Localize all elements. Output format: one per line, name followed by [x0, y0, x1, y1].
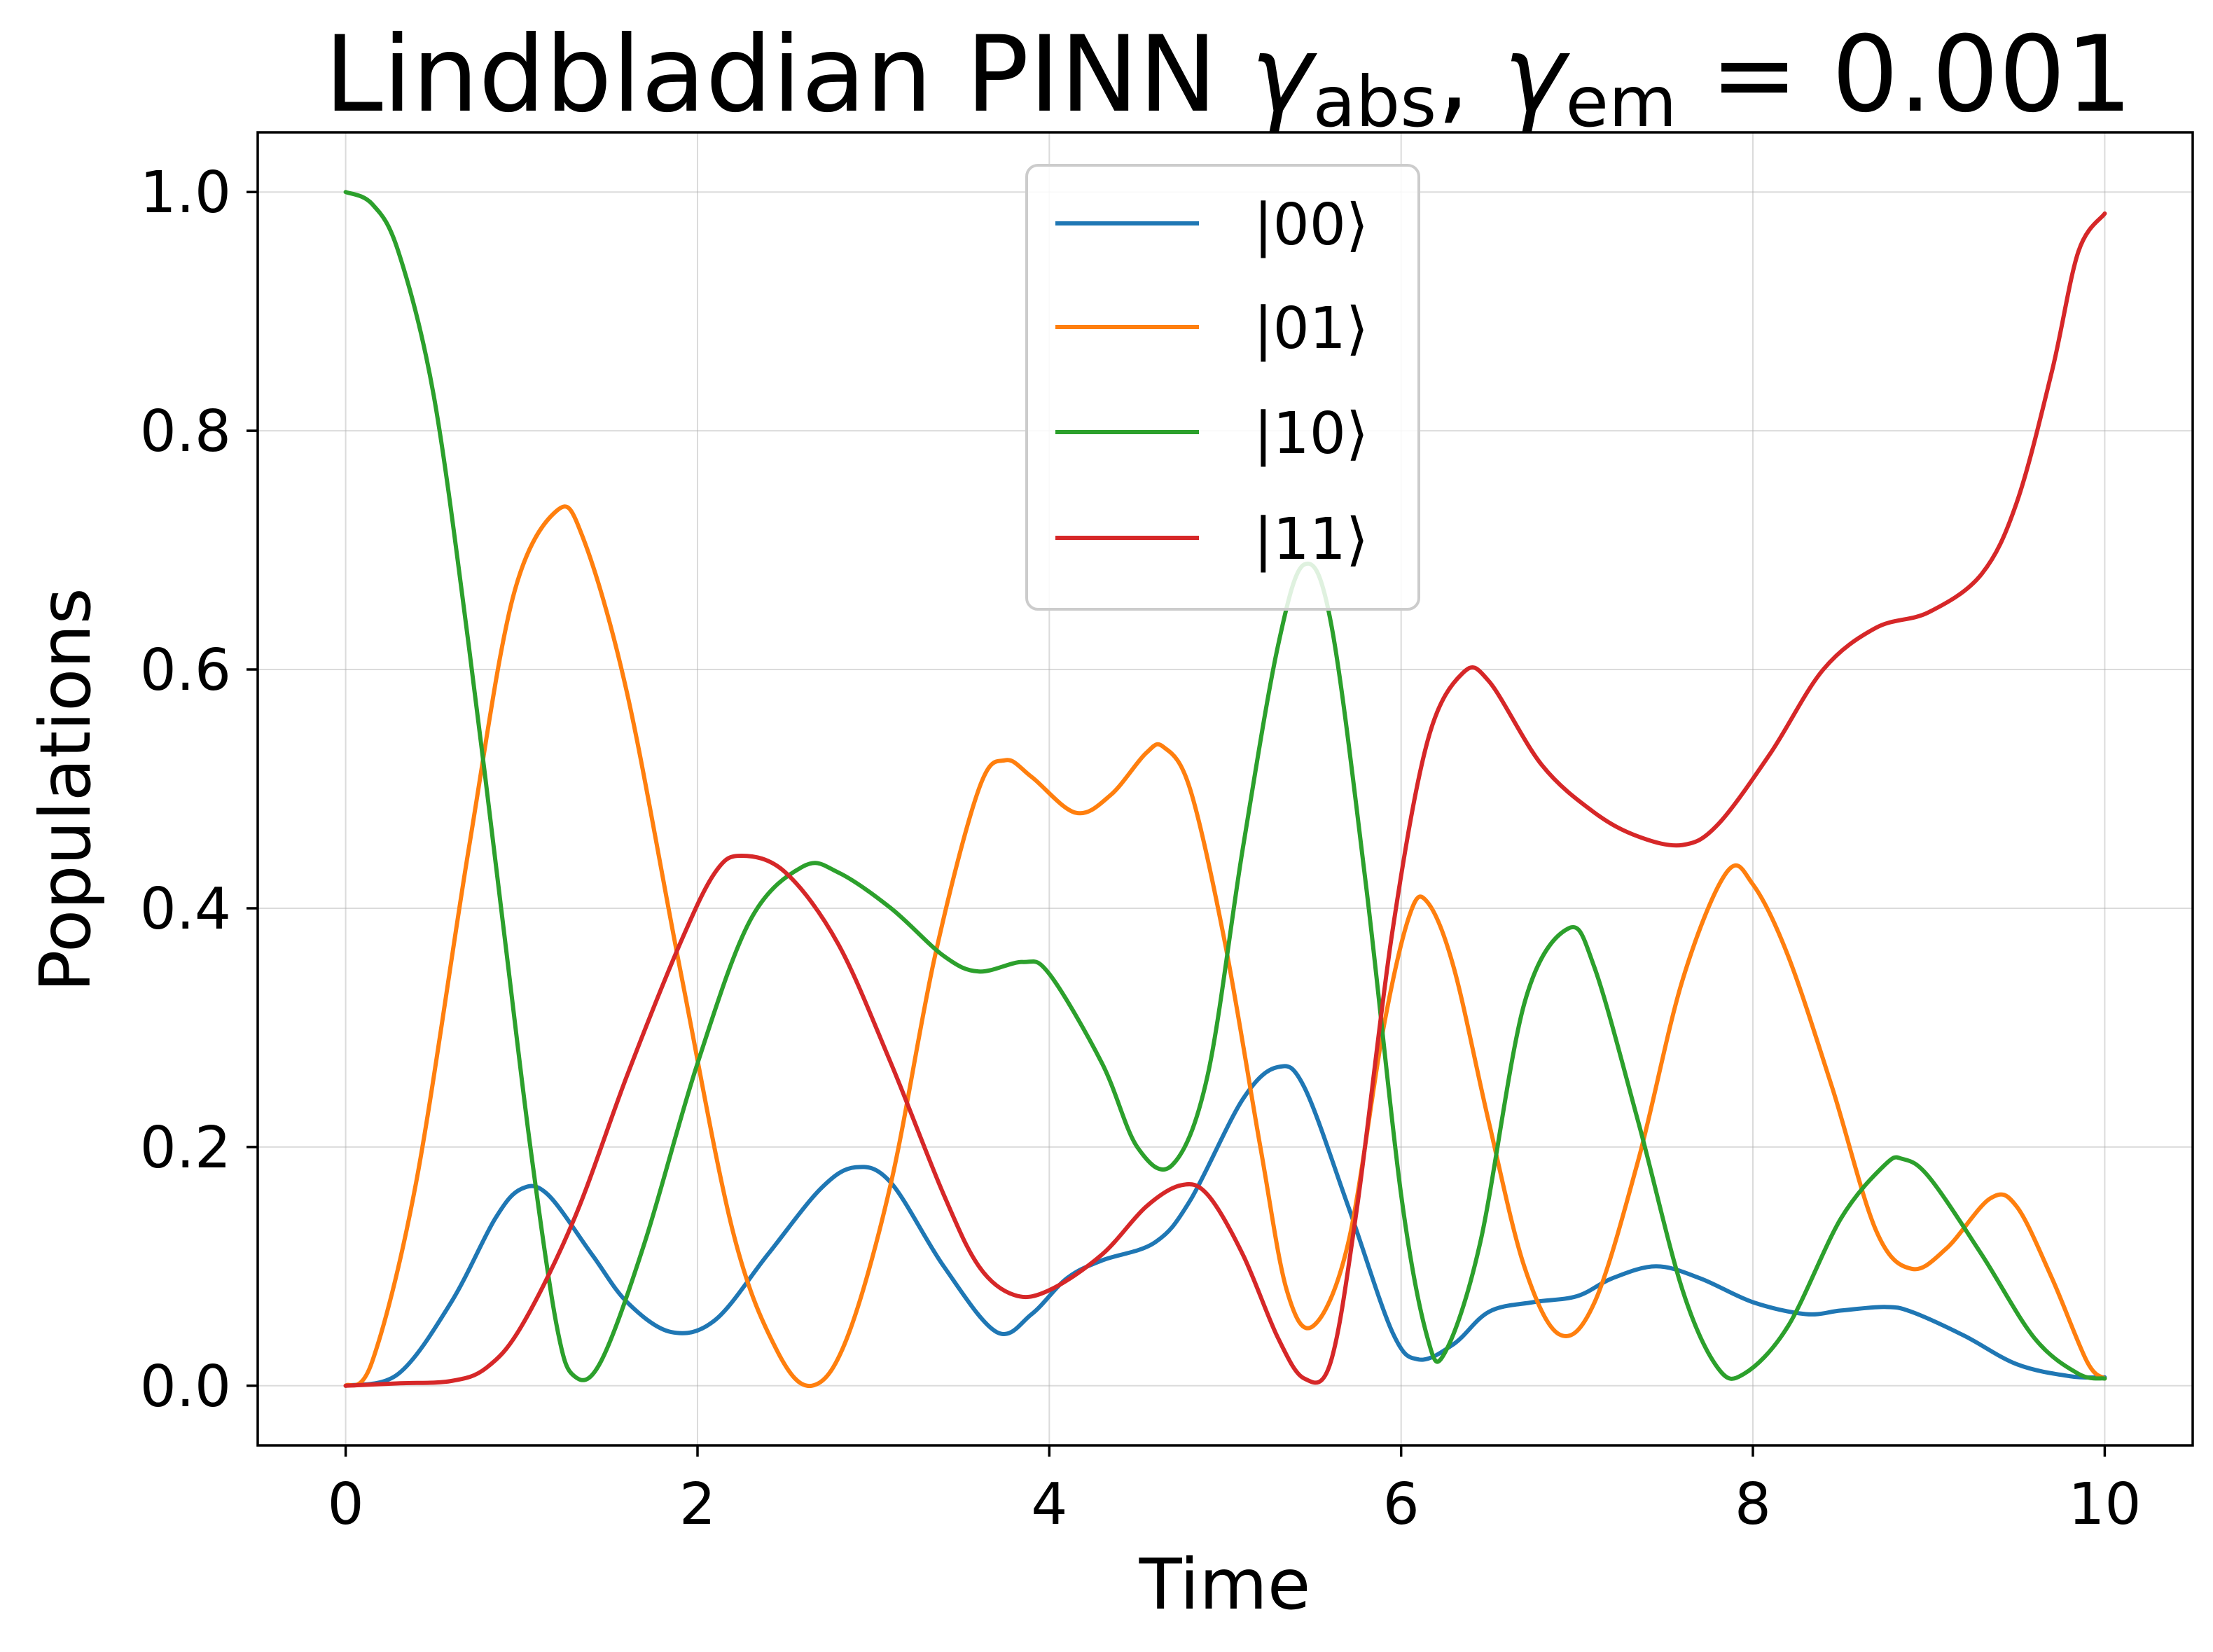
y-tick-label: 0.2 — [140, 1115, 231, 1181]
axis-ticks: 0 2 4 6 8 10 0.0 0.2 0.4 0.6 0.8 1.0 — [140, 160, 2142, 1538]
x-tick-label: 4 — [1031, 1471, 1067, 1538]
series-line-00 — [343, 1064, 2107, 1388]
y-tick-label: 0.0 — [140, 1354, 231, 1420]
legend-label-11: |11⟩ — [1254, 506, 1368, 573]
y-axis-title: Populations — [25, 588, 106, 992]
y-tick-label: 0.6 — [140, 637, 231, 704]
series-lines — [343, 190, 2107, 1388]
legend-label-01: |01⟩ — [1254, 296, 1368, 362]
x-axis-title: Time — [1139, 1543, 1311, 1625]
y-tick-label: 1.0 — [140, 160, 231, 226]
y-tick-label: 0.8 — [140, 398, 231, 465]
x-tick-label: 8 — [1735, 1471, 1771, 1538]
legend-frame — [1025, 164, 1420, 611]
plot-frame — [256, 131, 2194, 1447]
series-line-11 — [343, 211, 2107, 1388]
x-tick-label: 0 — [328, 1471, 364, 1538]
legend: |00⟩ |01⟩ |10⟩ |11⟩ — [1025, 164, 1420, 611]
y-tick-label: 0.4 — [140, 876, 231, 943]
series-line-10 — [343, 190, 2107, 1382]
legend-label-10: |10⟩ — [1254, 401, 1368, 467]
x-tick-label: 10 — [2068, 1471, 2141, 1538]
legend-label-00: |00⟩ — [1254, 192, 1368, 258]
chart-title: Lindbladian PINN γabs, γem = 0.001 — [324, 14, 2132, 143]
x-tick-label: 6 — [1383, 1471, 1420, 1538]
series-line-01 — [343, 504, 2107, 1388]
x-tick-label: 2 — [679, 1471, 716, 1538]
